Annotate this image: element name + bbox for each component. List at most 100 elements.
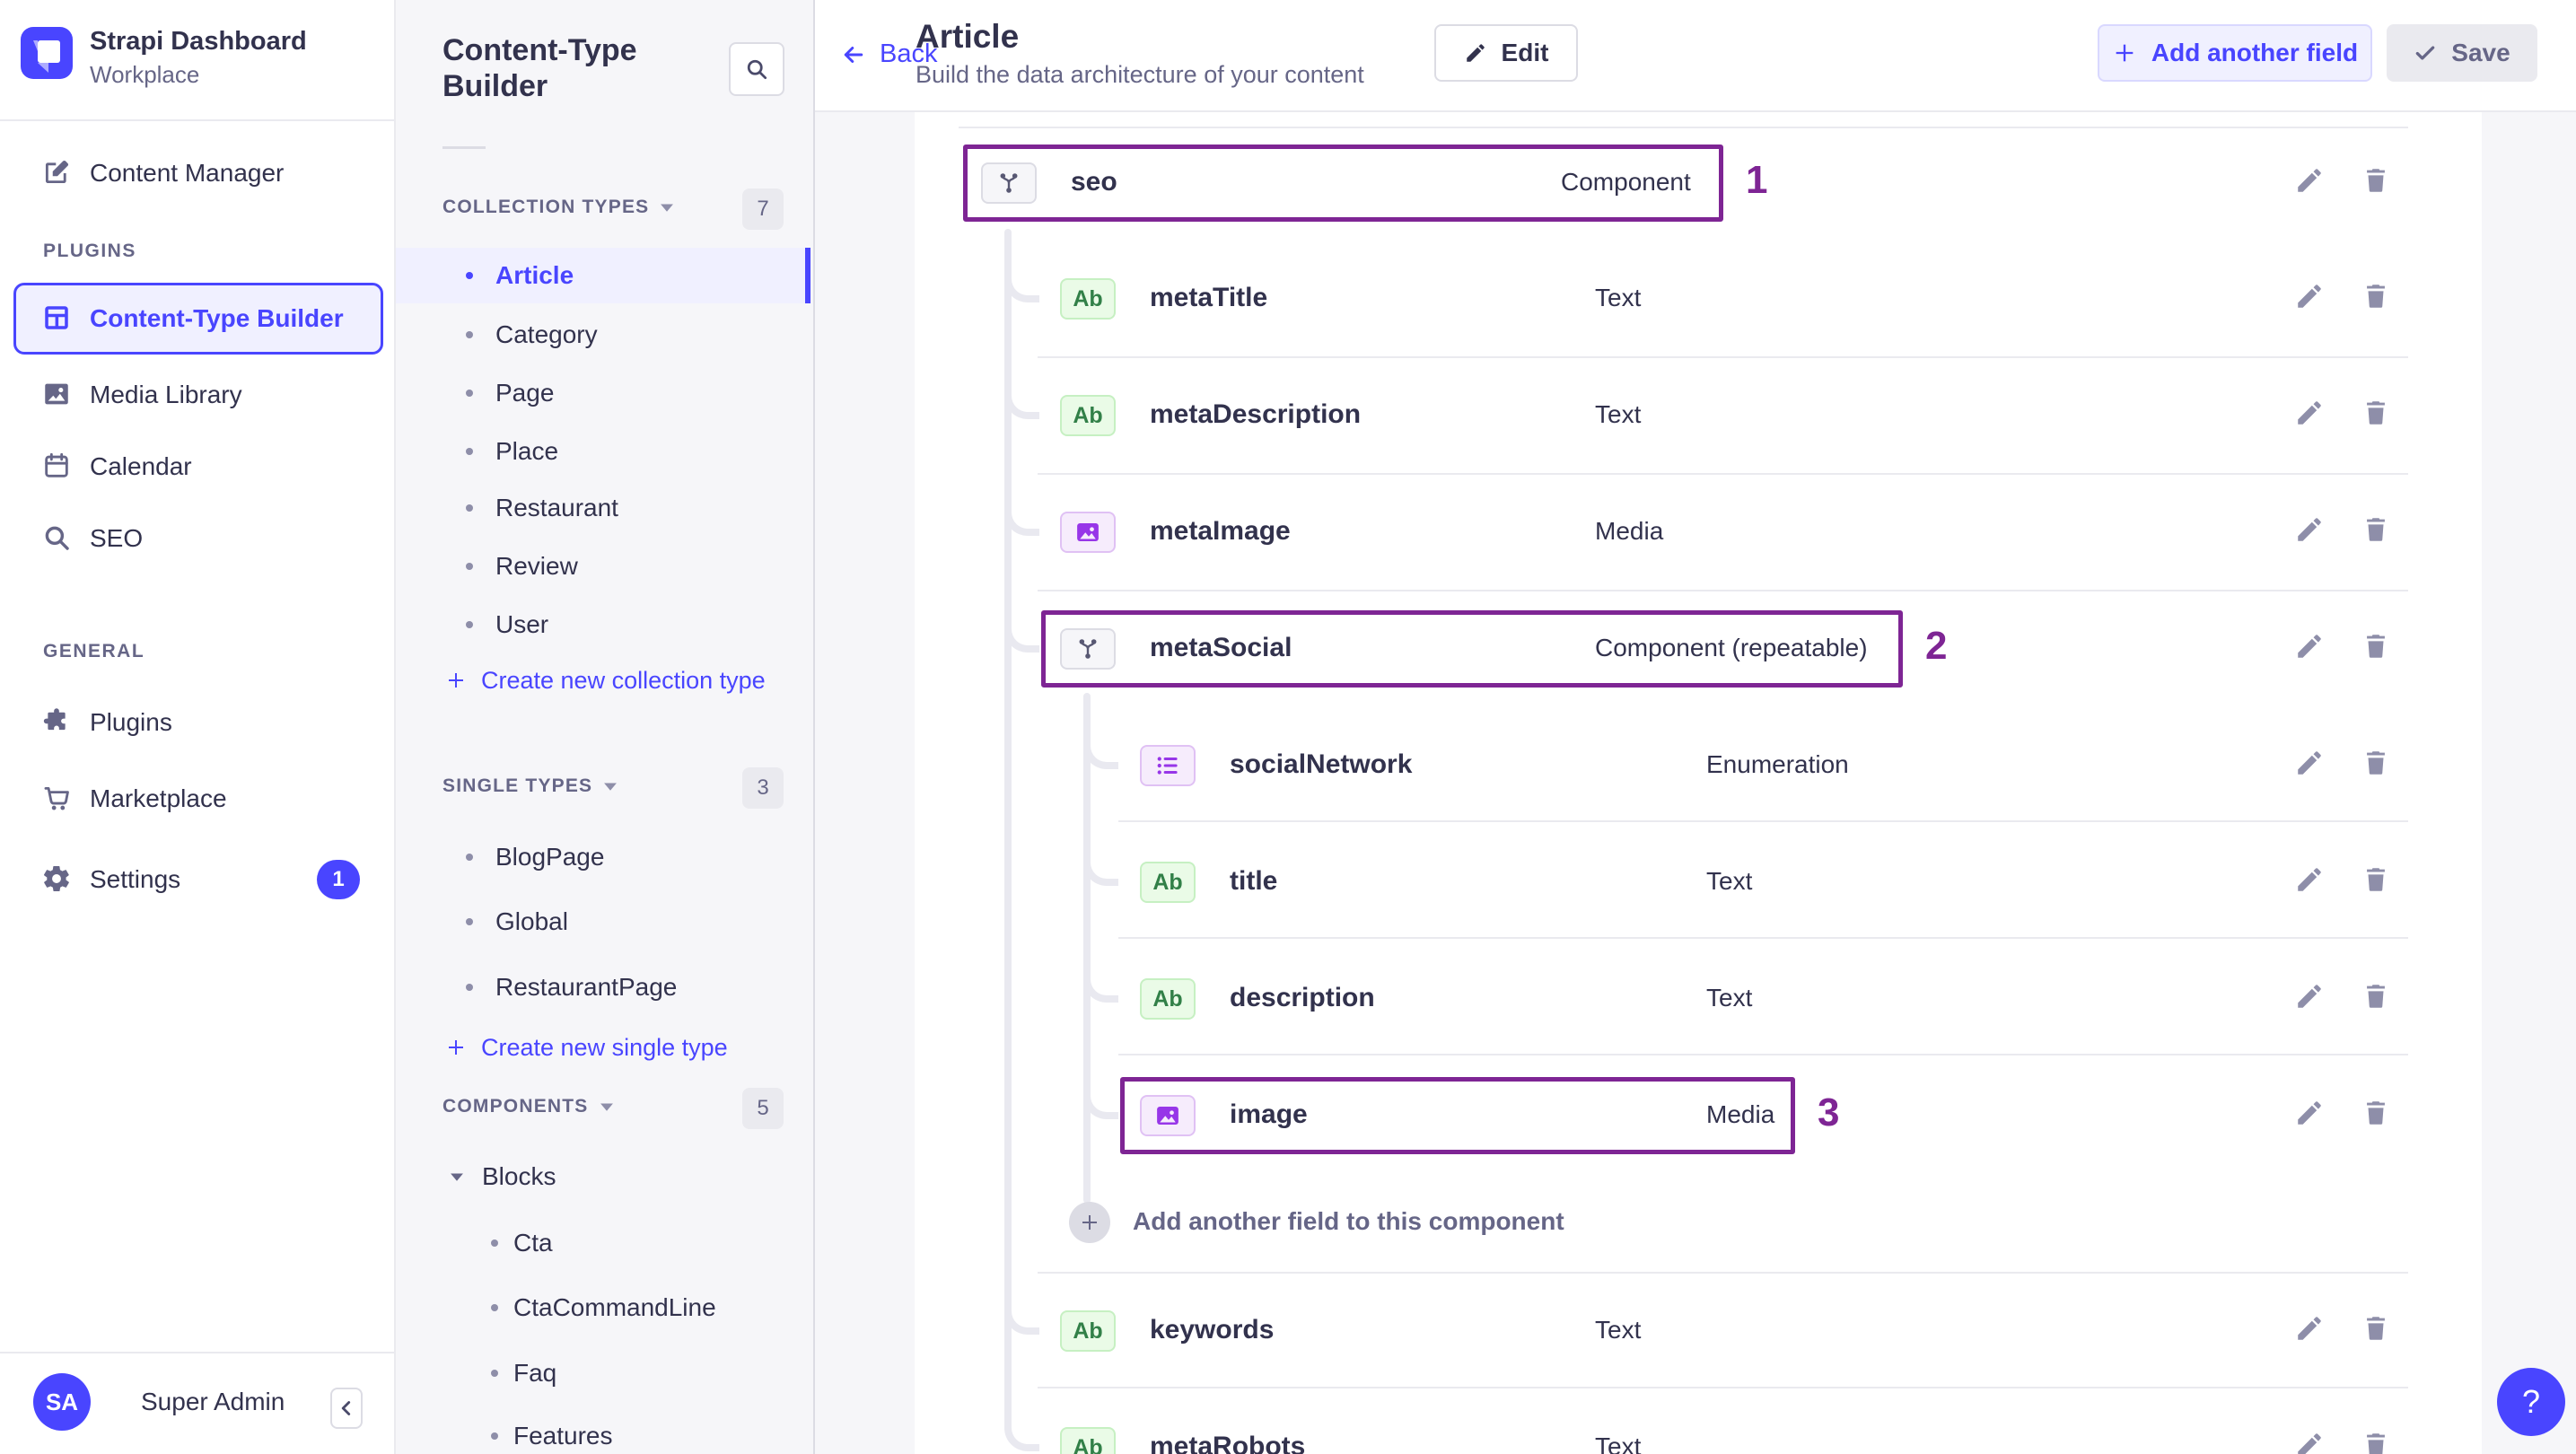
edit-field-button[interactable]	[2294, 1430, 2330, 1454]
field-name-title: title	[1230, 866, 1278, 896]
component-group-blocks[interactable]: Blocks	[450, 1162, 556, 1191]
collapse-sidebar-button[interactable]	[330, 1388, 363, 1429]
sidebar-item-label: Settings	[90, 865, 181, 893]
edit-field-button[interactable]	[2294, 1313, 2330, 1349]
create-create-new-collection-type-link[interactable]: Create new collection type	[445, 662, 766, 698]
section-count-badge: 3	[742, 767, 784, 809]
sidebar-item-content-manager[interactable]: Content Manager	[0, 142, 396, 205]
component-item-features[interactable]: Features	[396, 1408, 810, 1454]
edit-field-button[interactable]	[2294, 281, 2330, 317]
annotation-box-1	[963, 145, 1723, 222]
edit-field-button[interactable]	[2294, 981, 2330, 1017]
component-item-cta[interactable]: Cta	[396, 1215, 810, 1271]
sidebar-item-plugins[interactable]: Plugins	[0, 691, 396, 754]
section-label-collection-types[interactable]: COLLECTION TYPES	[442, 197, 674, 218]
back-arrow-icon	[840, 41, 867, 68]
field-type-text-icon: Ab	[1060, 278, 1116, 320]
type-item-page[interactable]: Page	[396, 365, 810, 421]
sidebar-item-marketplace[interactable]: Marketplace	[0, 767, 396, 830]
type-item-restaurantpage[interactable]: RestaurantPage	[396, 959, 810, 1015]
calendar-icon	[41, 451, 74, 483]
type-item-label: Restaurant	[495, 494, 618, 521]
field-type-text-icon: Ab	[1060, 395, 1116, 436]
type-item-article[interactable]: Article	[396, 248, 810, 303]
component-item-faq[interactable]: Faq	[396, 1345, 810, 1401]
delete-field-button[interactable]	[2361, 748, 2396, 784]
type-item-review[interactable]: Review	[396, 539, 810, 594]
type-item-user[interactable]: User	[396, 597, 810, 653]
caret-down-icon	[450, 1172, 464, 1182]
type-item-label: RestaurantPage	[495, 973, 678, 1001]
type-item-global[interactable]: Global	[396, 894, 810, 950]
field-type-media-icon	[1140, 1095, 1196, 1136]
edit-field-button[interactable]	[2294, 864, 2330, 900]
type-item-restaurant[interactable]: Restaurant	[396, 480, 810, 536]
page-subtitle: Build the data architecture of your cont…	[916, 61, 1364, 88]
edit-field-button[interactable]	[2294, 1098, 2330, 1134]
edit-field-button[interactable]	[2294, 165, 2330, 201]
back-link[interactable]: Back	[840, 39, 937, 69]
caret-down-icon	[660, 203, 674, 213]
save-button[interactable]: Save	[2387, 24, 2537, 82]
delete-field-button[interactable]	[2361, 1430, 2396, 1454]
cart-icon	[41, 783, 74, 815]
edit-field-button[interactable]	[2294, 398, 2330, 434]
strapi-logo-icon[interactable]	[21, 27, 73, 79]
type-item-place[interactable]: Place	[396, 424, 810, 479]
edit-button[interactable]: Edit	[1434, 24, 1578, 82]
avatar[interactable]: SA	[33, 1373, 91, 1431]
tree-connector-elbow	[1083, 1080, 1118, 1119]
section-label-single-types[interactable]: SINGLE TYPES	[442, 775, 618, 797]
delete-field-button[interactable]	[2361, 1098, 2396, 1134]
sidebar-item-calendar[interactable]: Calendar	[0, 435, 396, 498]
delete-field-button[interactable]	[2361, 165, 2396, 201]
tree-connector-elbow	[1083, 963, 1118, 1003]
delete-field-button[interactable]	[2361, 631, 2396, 667]
create-create-new-single-type-link[interactable]: Create new single type	[445, 1029, 728, 1065]
puzzle-icon	[41, 706, 74, 739]
type-item-category[interactable]: Category	[396, 307, 810, 363]
sidebar-item-media-library[interactable]: Media Library	[0, 364, 396, 426]
delete-field-button[interactable]	[2361, 864, 2396, 900]
workspace-subtitle: Workplace	[90, 61, 200, 88]
edit-field-button[interactable]	[2294, 631, 2330, 667]
bullet-icon	[491, 1432, 498, 1440]
sidebar-item-settings[interactable]: Settings	[0, 848, 396, 911]
title-divider	[442, 146, 486, 149]
delete-field-button[interactable]	[2361, 981, 2396, 1017]
section-label-components[interactable]: COMPONENTS	[442, 1096, 614, 1117]
component-item-label: Faq	[513, 1359, 557, 1387]
bullet-icon	[466, 918, 473, 925]
sidebar-item-seo[interactable]: SEO	[0, 507, 396, 570]
annotation-number-1: 1	[1746, 158, 1768, 202]
type-item-blogpage[interactable]: BlogPage	[396, 829, 810, 885]
add-another-field-button[interactable]: Add another field	[2098, 24, 2372, 82]
bullet-icon	[466, 504, 473, 512]
bullet-icon	[466, 621, 473, 628]
page-header: Back Article Build the data architecture…	[815, 0, 2576, 112]
nav-footer-divider	[0, 1352, 396, 1353]
row-divider	[1038, 473, 2408, 475]
delete-field-button[interactable]	[2361, 281, 2396, 317]
field-name-metadescription: metaDescription	[1150, 399, 1362, 429]
help-button[interactable]: ?	[2497, 1368, 2565, 1436]
tree-connector-elbow	[1004, 263, 1039, 302]
delete-field-button[interactable]	[2361, 1313, 2396, 1349]
tree-connector-elbow	[1083, 730, 1118, 769]
field-type-label: Enumeration	[1706, 750, 1849, 778]
sidebar-item-content-type-builder[interactable]: Content-Type Builder	[0, 287, 396, 350]
main-sidebar: Strapi Dashboard Workplace Content Manag…	[0, 0, 396, 1454]
active-nav-highlight	[13, 283, 383, 355]
add-field-label: Add another field	[2151, 39, 2359, 66]
tree-connector-elbow	[1083, 846, 1118, 886]
add-field-to-component-button[interactable]	[1069, 1202, 1110, 1243]
component-item-ctacommandline[interactable]: CtaCommandLine	[396, 1280, 810, 1336]
bullet-icon	[466, 854, 473, 861]
delete-field-button[interactable]	[2361, 514, 2396, 550]
edit-field-button[interactable]	[2294, 514, 2330, 550]
delete-field-button[interactable]	[2361, 398, 2396, 434]
edit-field-button[interactable]	[2294, 748, 2330, 784]
search-button[interactable]	[729, 42, 784, 96]
check-icon	[2414, 41, 2437, 65]
